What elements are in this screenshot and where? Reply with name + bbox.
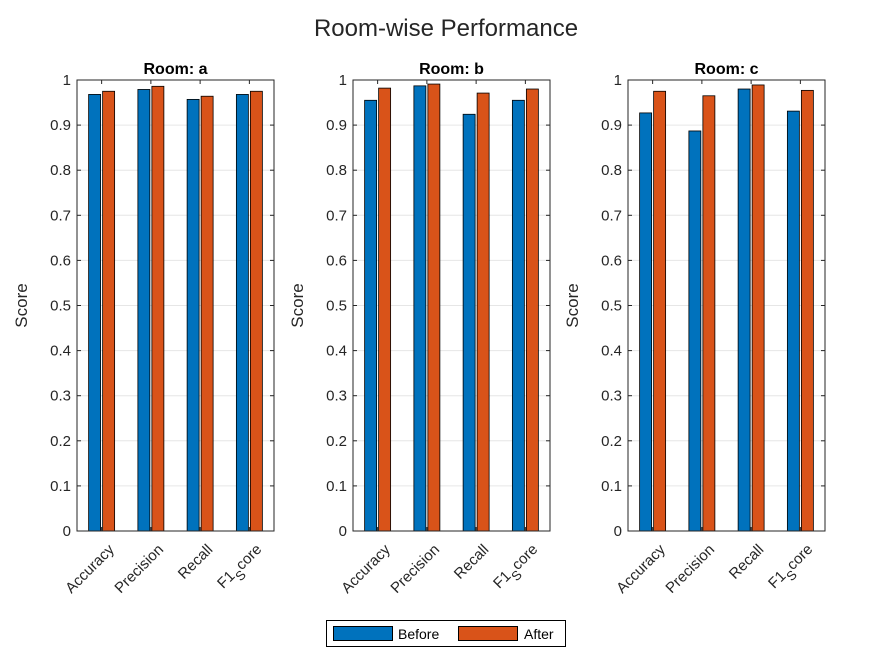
x-tick-label-accuracy: Accuracy	[62, 541, 118, 597]
bar-after-precision	[151, 85, 165, 532]
y-tick-label: 0	[339, 523, 347, 540]
bar-after-recall	[476, 92, 490, 532]
y-tick-label: 0.2	[326, 433, 347, 450]
y-tick-label: 0.1	[601, 478, 622, 495]
y-tick-label: 0.5	[601, 298, 622, 315]
x-tick-label-f1-score: F1Score	[765, 541, 820, 596]
bar-before-precision	[137, 89, 151, 532]
legend-label-after: After	[524, 626, 554, 642]
room-b-title: Room: b	[419, 61, 484, 78]
bar-before-accuracy	[639, 112, 653, 532]
y-tick-label: 0.6	[50, 252, 71, 269]
x-tick-label-f1-score: F1Score	[214, 541, 269, 596]
y-tick-label: 0.4	[50, 343, 71, 360]
room-a-ylabel: Score	[12, 283, 31, 327]
room-c-title: Room: c	[695, 61, 759, 78]
bar-before-recall	[737, 88, 751, 532]
x-tick-label-accuracy: Accuracy	[613, 541, 669, 597]
y-tick-label: 0.1	[326, 478, 347, 495]
bar-after-f1-score	[249, 90, 263, 532]
y-tick-label: 0	[614, 523, 622, 540]
legend: Before After	[326, 620, 566, 647]
room-c-axes-box	[627, 79, 826, 532]
bar-before-f1-score	[511, 99, 525, 532]
x-tick-label-recall: Recall	[451, 541, 492, 582]
y-tick-label: 0.6	[601, 252, 622, 269]
bar-before-accuracy	[88, 94, 102, 532]
bar-before-recall	[462, 113, 476, 532]
y-tick-label: 1	[63, 72, 71, 89]
y-tick-label: 0.1	[50, 478, 71, 495]
bar-after-f1-score	[800, 89, 814, 532]
y-tick-label: 0.5	[326, 298, 347, 315]
x-tick-label-precision: Precision	[662, 541, 718, 597]
room-b-axes-box	[352, 79, 551, 532]
y-tick-label: 0.6	[326, 252, 347, 269]
bar-before-recall	[186, 98, 200, 532]
x-tick-label-recall: Recall	[175, 541, 216, 582]
y-tick-label: 1	[614, 72, 622, 89]
room-a-panel: 0 0.1 0.2 0.3 0.4 0.5 0.6 0.7 0.8 0.9 1 AccuracyPre…	[12, 61, 275, 597]
y-tick-label: 0.4	[601, 343, 622, 360]
x-tick-label-recall: Recall	[726, 541, 767, 582]
legend-swatch-after	[458, 626, 518, 641]
y-tick-label: 0.5	[50, 298, 71, 315]
room-c-panel: 0 0.1 0.2 0.3 0.4 0.5 0.6 0.7 0.8 0.9 1 AccuracyPre…	[563, 61, 826, 597]
y-tick-label: 0.8	[326, 162, 347, 179]
legend-label-before: Before	[398, 626, 440, 642]
bar-after-precision	[427, 83, 441, 532]
bar-before-accuracy	[364, 99, 378, 532]
bar-before-precision	[413, 85, 427, 532]
y-tick-label: 0.7	[50, 207, 71, 224]
bar-after-precision	[702, 95, 716, 532]
x-tick-label-accuracy: Accuracy	[338, 541, 394, 597]
y-tick-label: 0.2	[601, 433, 622, 450]
x-tick-label-f1-score: F1Score	[490, 541, 545, 596]
y-tick-label: 0.3	[50, 388, 71, 405]
room-b-panel: 0 0.1 0.2 0.3 0.4 0.5 0.6 0.7 0.8 0.9 1 AccuracyPre…	[288, 61, 551, 597]
y-tick-label: 0.4	[326, 343, 347, 360]
y-tick-label: 1	[339, 72, 347, 89]
room-a-title: Room: a	[144, 61, 208, 78]
bar-after-accuracy	[102, 90, 116, 532]
room-b-ylabel: Score	[288, 283, 307, 327]
y-tick-label: 0.8	[601, 162, 622, 179]
bar-after-recall	[751, 84, 765, 532]
room-c-ylabel: Score	[563, 283, 582, 327]
bar-after-accuracy	[653, 90, 667, 532]
legend-swatch-before	[333, 626, 393, 641]
bar-after-f1-score	[525, 88, 539, 532]
y-tick-label: 0.2	[50, 433, 71, 450]
room-a-axes-box	[76, 79, 275, 532]
y-tick-label: 0.9	[601, 117, 622, 134]
y-tick-label: 0.7	[326, 207, 347, 224]
y-tick-label: 0.9	[50, 117, 71, 134]
bar-after-recall	[200, 95, 214, 532]
y-tick-label: 0.3	[326, 388, 347, 405]
figure-title: Room-wise Performance	[314, 15, 578, 42]
x-tick-label-precision: Precision	[387, 541, 443, 597]
subplot-container: 00.10.20.30.40.50.60.70.80.91AccuracyPre…	[12, 61, 826, 597]
y-tick-label: 0.8	[50, 162, 71, 179]
y-tick-label: 0.9	[326, 117, 347, 134]
y-tick-label: 0	[63, 523, 71, 540]
y-tick-label: 0.7	[601, 207, 622, 224]
bar-before-precision	[688, 130, 702, 532]
bar-before-f1-score	[786, 110, 800, 532]
x-tick-label-precision: Precision	[111, 541, 167, 597]
y-tick-label: 0.3	[601, 388, 622, 405]
bar-before-f1-score	[235, 94, 249, 532]
bar-after-accuracy	[378, 87, 392, 532]
